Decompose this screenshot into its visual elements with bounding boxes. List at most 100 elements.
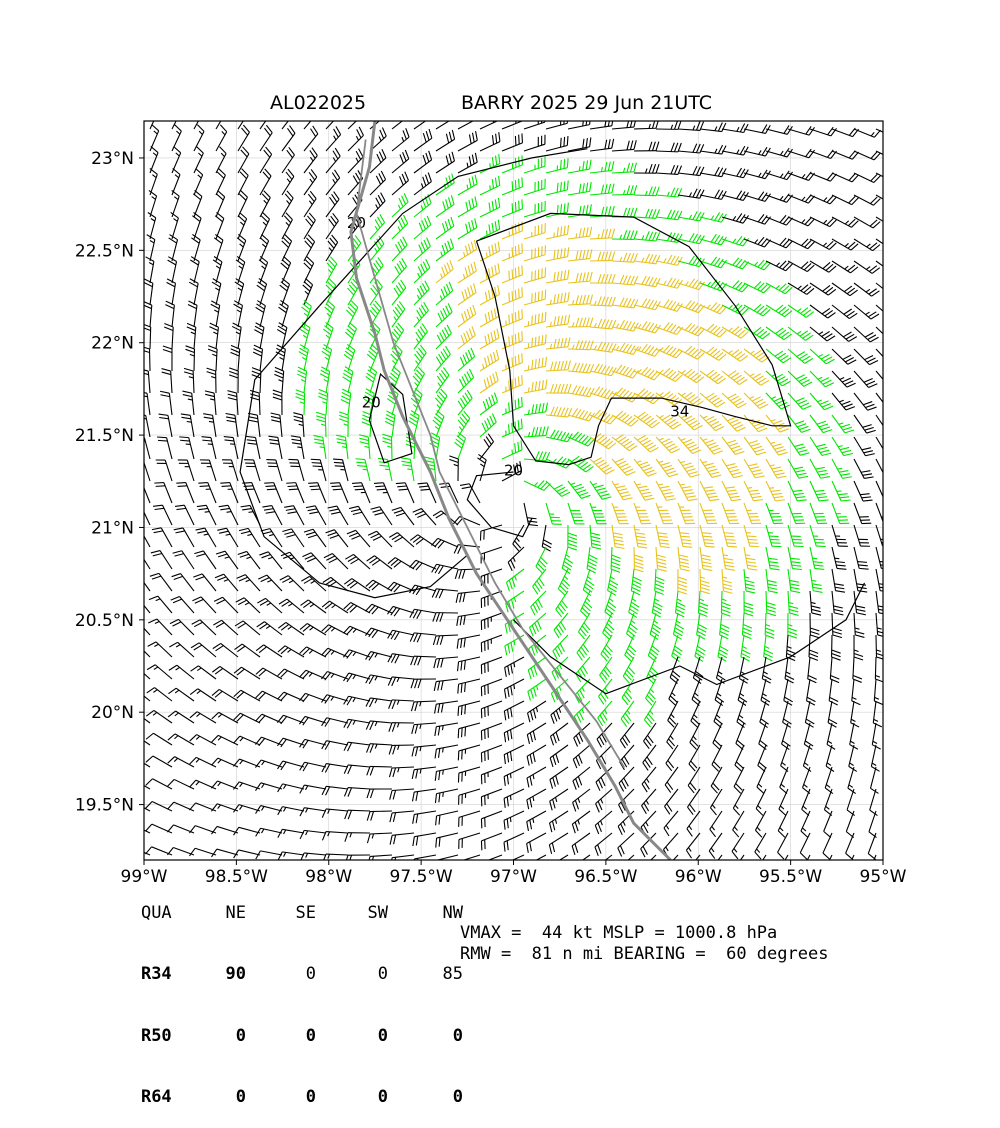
wind-barb: [504, 679, 524, 699]
wind-barb: [502, 309, 522, 327]
wind-barb: [459, 811, 480, 827]
wind-barb: [546, 503, 562, 524]
wind-barb: [722, 503, 739, 524]
wind-barb: [678, 211, 704, 221]
wind-barb: [722, 459, 743, 478]
wind-barb: [590, 525, 601, 549]
wind-barb: [278, 669, 304, 679]
wind-barb: [458, 348, 475, 371]
wind-barb: [710, 789, 722, 815]
wind-barb: [744, 547, 757, 570]
wind-barb: [528, 701, 546, 722]
wind-barb: [146, 733, 172, 745]
wind-barb: [673, 613, 683, 639]
wind-barb: [800, 833, 810, 859]
wind-barb: [212, 849, 238, 857]
wind-barb: [762, 657, 771, 683]
wind-barb: [480, 329, 499, 349]
wind-barb: [612, 481, 633, 500]
wind-barb: [876, 151, 902, 160]
wind-barb: [169, 665, 194, 679]
wind-barb: [765, 613, 774, 638]
wind-barb: [385, 411, 395, 437]
wind-barb: [524, 451, 550, 461]
wind-barb: [502, 353, 522, 371]
wind-barb: [832, 591, 843, 615]
wind-barb: [296, 390, 305, 415]
wind-barb: [481, 723, 502, 740]
wind-barb: [530, 613, 546, 636]
wind-barb: [414, 129, 432, 151]
wind-barb: [300, 739, 326, 748]
wind-barb: [612, 459, 635, 476]
wind-barb: [524, 334, 546, 349]
row-label: R50: [141, 1026, 181, 1047]
wind-barb: [568, 227, 592, 239]
wind-barb: [458, 679, 480, 694]
wind-barb: [810, 195, 837, 204]
wind-barb: [822, 855, 832, 881]
wind-barb: [348, 149, 363, 173]
wind-barb: [458, 305, 476, 327]
wind-barb: [583, 569, 594, 596]
wind-barb: [147, 688, 172, 701]
wind-barb: [304, 148, 317, 173]
stats-line-rmw: RMW = 81 n mi BEARING = 60 degrees: [460, 944, 828, 964]
wind-barb: [254, 323, 264, 349]
wind-barb: [458, 326, 475, 349]
wind-barb: [612, 185, 637, 195]
wind-barb: [352, 483, 370, 503]
wind-barb: [326, 126, 341, 151]
table-header: SE: [246, 903, 316, 924]
wind-barb: [656, 368, 682, 381]
wind-barb: [720, 613, 730, 639]
wind-barb: [712, 745, 722, 771]
wind-barb: [414, 173, 431, 195]
wind-barb: [238, 125, 249, 151]
wind-barb: [854, 459, 874, 478]
wind-barb: [755, 811, 766, 837]
table-cell: 0: [316, 964, 388, 985]
wind-barb: [238, 169, 248, 195]
wind-barb: [330, 483, 348, 503]
wind-barb: [304, 126, 318, 151]
wind-barb: [700, 303, 727, 314]
wind-barb: [414, 107, 432, 129]
wind-barb: [612, 525, 624, 548]
wind-barb: [458, 390, 472, 415]
wind-barb: [282, 169, 294, 195]
wind-barb: [876, 173, 902, 183]
wind-barb: [194, 125, 204, 151]
contour-label: 20: [504, 462, 523, 480]
wind-barb: [744, 349, 769, 362]
wind-barb: [182, 391, 194, 415]
wind-barb: [766, 591, 776, 616]
wind-barb: [341, 389, 351, 415]
wind-barb: [634, 459, 657, 476]
wind-barb: [374, 483, 392, 503]
wind-barb: [396, 483, 414, 503]
wind-barb: [162, 369, 172, 393]
wind-barb: [306, 506, 326, 525]
wind-barb: [824, 811, 832, 838]
wind-barb: [458, 153, 477, 173]
y-tick-label: 22°N: [91, 334, 134, 354]
wind-barb: [722, 437, 744, 454]
wind-barb: [150, 168, 157, 195]
wind-barb: [788, 239, 814, 249]
wind-barb: [876, 481, 894, 501]
wind-barb: [326, 105, 341, 129]
wind-barb: [766, 459, 786, 478]
wind-barb: [326, 192, 339, 217]
wind-barb: [504, 723, 524, 742]
wind-barb: [634, 164, 659, 173]
wind-barb: [678, 323, 705, 336]
wind-barb: [590, 296, 615, 305]
wind-barb: [215, 574, 238, 591]
wind-barb: [612, 208, 637, 217]
wind-barb: [413, 509, 436, 525]
wind-barb: [480, 242, 500, 261]
wind-barb: [222, 460, 238, 481]
wind-barb: [304, 213, 315, 239]
wind-barb: [656, 210, 682, 220]
